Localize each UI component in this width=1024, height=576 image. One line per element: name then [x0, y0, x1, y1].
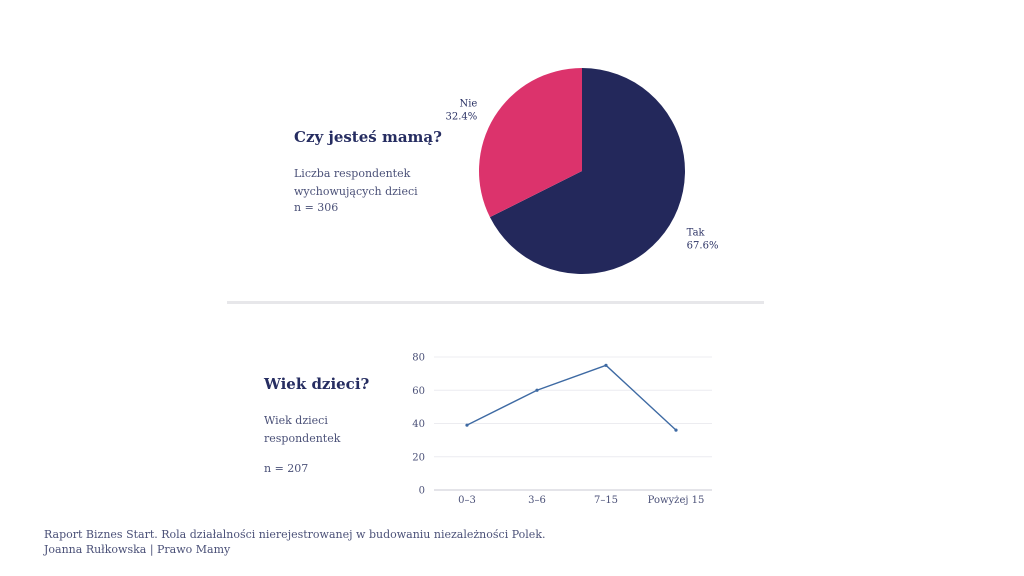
pie-slice-nie	[479, 68, 582, 218]
x-tick-label: 0–3	[458, 495, 476, 506]
line-sample-size: n = 207	[264, 462, 309, 475]
x-tick-label: 7–15	[594, 495, 618, 506]
series-line	[466, 364, 677, 431]
x-tick-label: 3–6	[528, 495, 546, 506]
y-tick-label: 60	[412, 386, 425, 397]
x-tick-label: Powyżej 15	[648, 495, 705, 506]
data-point	[674, 428, 678, 432]
pie-slice-tak	[489, 68, 685, 274]
data-point	[535, 388, 539, 392]
line-section-title: Wiek dzieci?	[264, 375, 370, 393]
y-tick-label: 40	[412, 419, 425, 430]
pie-chart: Tak 67.6% Nie 32.4%	[446, 68, 719, 274]
pie-section-description: Liczba respondentek wychowujących dzieci	[294, 167, 418, 198]
pie-percent-tak: 67.6%	[687, 241, 719, 252]
y-tick-label: 20	[412, 452, 425, 463]
pie-label-tak: Tak	[687, 228, 706, 239]
line-section-description: Wiek dzieci respondentek	[264, 414, 341, 445]
section-divider	[227, 301, 764, 304]
y-tick-label: 80	[412, 353, 425, 364]
data-point	[604, 363, 608, 367]
pie-section-title: Czy jesteś mamą?	[294, 128, 442, 146]
pie-sample-size: n = 306	[294, 201, 339, 214]
footer-author: Joanna Rułkowska | Prawo Mamy	[44, 543, 231, 556]
pie-label-nie: Nie	[459, 98, 477, 109]
y-tick-label: 0	[419, 486, 425, 497]
footer-report-title: Raport Biznes Start. Rola działalności n…	[44, 528, 546, 541]
data-point	[465, 423, 469, 427]
pie-percent-nie: 32.4%	[446, 111, 478, 122]
